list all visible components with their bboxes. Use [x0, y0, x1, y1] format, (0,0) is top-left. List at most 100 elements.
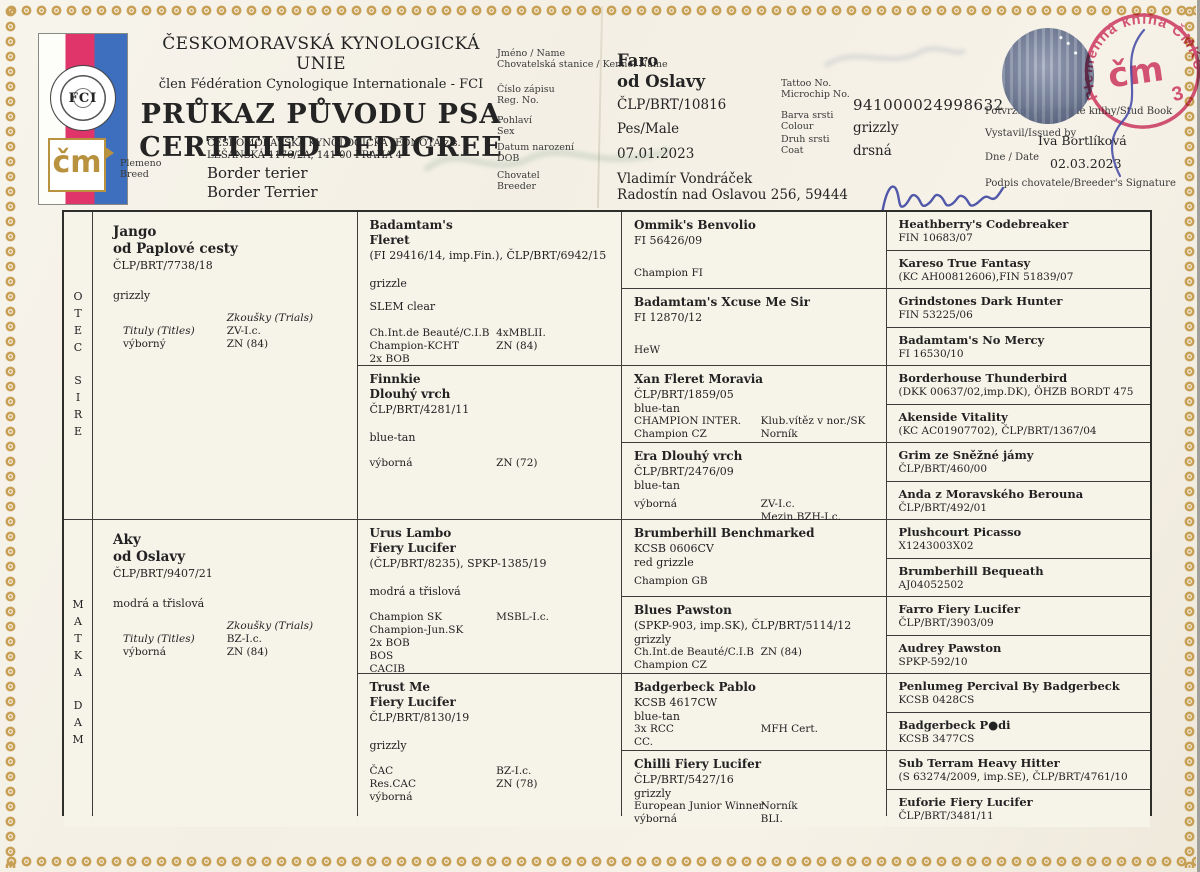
scan-edge	[1197, 0, 1200, 872]
dog-color: blue-tan	[634, 709, 680, 723]
pedigree-cell: Xan Fleret Moravia ČLP/BRT/1859/05 blue-…	[622, 366, 886, 442]
pedigree-cell: Anda z Moravského Berouna ČLP/BRT/492/01	[886, 481, 1150, 519]
dog-name: Heathberry's Codebreaker	[898, 217, 1069, 231]
dog-titles: výborná	[369, 457, 413, 469]
issue-date-label: Dne / Date	[985, 152, 1040, 163]
dog-titles: Champion SK Champion-Jun.SK 2x BOB BOS C…	[369, 611, 464, 675]
pedigree-cell: Chilli Fiery Lucifer ČLP/BRT/5427/16 gri…	[622, 751, 886, 827]
pedigree-cell: Plushcourt Picasso X1243003X02	[886, 520, 1150, 558]
dog-awards: Champion GB	[634, 575, 878, 592]
breed-label: Plemeno Breed	[120, 158, 162, 180]
pedigree-cell: Badamtam's Xcuse Me Sir FI 12870/12 HeW	[622, 289, 886, 365]
dog-titles: ČAC Res.CAC výborná	[369, 765, 417, 803]
pedigree-cell: Brumberhill Benchmarked KCSB 0606CV red …	[622, 520, 886, 596]
dog-awards: 3x RCC CC. MFH Cert.	[634, 723, 878, 753]
dog-name-value: Faro od Oslavy	[617, 51, 706, 91]
issued-by-value: Iva Bortlíková	[1038, 133, 1127, 148]
dog-name: Trust Me Fiery Lucifer	[369, 680, 456, 709]
dog-color: blue-tan	[369, 430, 416, 444]
dog-name: Brumberhill Benchmarked	[634, 526, 815, 540]
dog-reg: AJ04052502	[898, 578, 964, 591]
dog-name: Chilli Fiery Lucifer	[634, 757, 762, 771]
dog-reg: (KC AH00812606),FIN 51839/07	[898, 270, 1074, 283]
dog-reg: ČLP/BRT/460/00	[898, 463, 988, 475]
pedigree-table: OTEC SIRE MATKA DAM Jango od Paplové ces…	[62, 210, 1152, 827]
cmku-logo: čm	[48, 138, 114, 192]
pedigree-cell: Badamtam's No Mercy FI 16530/10	[886, 327, 1150, 365]
dog-name: Anda z Moravského Berouna	[898, 486, 1084, 501]
dog-color: modrá a třislová	[113, 596, 205, 610]
dog-titles: Champion GB	[634, 575, 708, 587]
dog-reg: FI 12870/12	[634, 311, 703, 324]
pedigree-cell: Ommik's Benvolio FI 56426/09 Champion FI	[622, 212, 886, 288]
breeder-label: Chovatel Breeder	[497, 170, 540, 192]
dog-color: grizzly	[113, 288, 151, 302]
dog-name: Badgerbeck P●di	[898, 717, 1011, 732]
pedigree-cell: Kareso True Fantasy (KC AH00812606),FIN 5…	[886, 250, 1150, 288]
titles-label: Tituly (Titles)	[123, 633, 195, 645]
dam-side-label: MATKA DAM	[64, 520, 92, 827]
breed-cz: Border terier	[207, 164, 308, 182]
fci-logo: FCI čm	[38, 33, 128, 205]
dog-name: Plushcourt Picasso	[898, 525, 1022, 539]
dog-name: Akenside Vitality	[898, 409, 1008, 424]
dog-reg: FI 56426/09	[634, 234, 703, 247]
dog-titles: European Junior Winner výborná	[634, 800, 764, 825]
fci-globe-icon: FCI	[50, 65, 116, 131]
pedigree-cell: Penlumeg Percival By Badgerbeck KCSB 0428…	[886, 674, 1150, 712]
dog-reg: ČLP/BRT/9407/21	[113, 567, 213, 580]
stamp-monogram: čm	[1106, 49, 1167, 96]
dog-name: Badgerbeck Pablo	[634, 680, 756, 694]
dog-awards: výborná ZV-I.c. Mezin.BZH-I.c.	[634, 498, 878, 523]
dog-reg: (S 63274/2009, imp.SE), ČLP/BRT/4761/10	[898, 771, 1128, 783]
dog-titles: výborná	[634, 498, 677, 510]
dog-titles: HeW	[634, 344, 661, 356]
dog-name: Borderhouse Thunderbird	[898, 371, 1068, 385]
dog-titles: výborná	[123, 646, 166, 658]
dog-reg: ČLP/BRT/7738/18	[113, 259, 213, 272]
dog-reg: ČLP/BRT/5427/16	[634, 773, 734, 786]
dog-color: modrá a třislová	[369, 584, 461, 598]
dog-reg: ČLP/BRT/3903/09	[898, 617, 994, 629]
dog-reg: KCSB 0606CV	[634, 542, 714, 555]
dog-name: Grindstones Dark Hunter	[898, 294, 1063, 308]
dog-awards: Tituly (Titles) výborný Zkoušky (Trials)…	[123, 312, 349, 364]
dog-reg: ČLP/BRT/4281/11	[369, 403, 470, 416]
name-label: Jméno / Name Chovatelská stanice / Kenne…	[497, 48, 668, 70]
signature-label: Podpis chovatele/Breeder's Signature	[985, 178, 1176, 189]
membership-line: člen Fédération Cynologique Internationa…	[158, 77, 484, 92]
dog-awards: ČAC Res.CAC výborná BZ-I.c. ZN (78)	[370, 765, 614, 804]
dog-color: red grizzle	[634, 555, 694, 569]
issue-date-value: 02.03.2023	[1050, 156, 1122, 171]
dog-trials: Zkoušky (Trials) BZ-I.c. ZN (84)	[226, 620, 314, 658]
dog-health-note: SLEM clear	[369, 300, 436, 313]
dog-name: Blues Pawston	[634, 603, 732, 617]
dog-name: Euforie Fiery Lucifer	[898, 794, 1033, 809]
dog-trials: Zkoušky (Trials) ZV-I.c. ZN (84)	[226, 312, 314, 350]
matka-label: MATKA	[71, 597, 85, 683]
pedigree-cell: Farro Fiery Lucifer ČLP/BRT/3903/09	[886, 597, 1150, 635]
dog-awards: výborná ZN (72)	[370, 457, 614, 470]
dog-color: grizzly	[634, 632, 672, 646]
dog-reg: (SPKP-903, imp.SK), ČLP/BRT/5114/12	[634, 619, 852, 632]
dog-color: grizzle	[369, 276, 407, 290]
dog-titles: Champion FI	[634, 267, 703, 279]
dob-value: 07.01.2023	[617, 146, 695, 162]
dog-name: Kareso True Fantasy	[898, 255, 1031, 270]
dog-trials: Norník BLI.	[760, 800, 798, 825]
dog-awards: Ch.Int.de Beauté/C.I.B Champion CZ ZN (84…	[634, 646, 878, 676]
pedigree-cell: Badamtam's Fleret (FI 29416/14, imp.Fin.…	[357, 212, 621, 378]
titles-label: Tituly (Titles)	[123, 325, 195, 337]
dog-trials: Klub.vítěz v nor./SK Norník	[760, 415, 866, 440]
dog-reg: SPKP-592/10	[898, 655, 968, 668]
dog-name: Badamtam's No Mercy	[898, 332, 1045, 347]
dog-reg: ČLP/BRT/3481/11	[898, 809, 994, 822]
dog-name: Ommik's Benvolio	[634, 218, 756, 232]
sire-label: SIRE	[71, 373, 85, 442]
dog-name: Aky od Oslavy	[113, 532, 186, 565]
dog-reg: (KC AC01907702), ČLP/BRT/1367/04	[898, 424, 1097, 437]
dog-name: Brumberhill Bequeath	[898, 563, 1044, 578]
pedigree-cell: Heathberry's Codebreaker FIN 10683/07	[886, 212, 1150, 250]
dog-color: grizzly	[634, 786, 672, 800]
